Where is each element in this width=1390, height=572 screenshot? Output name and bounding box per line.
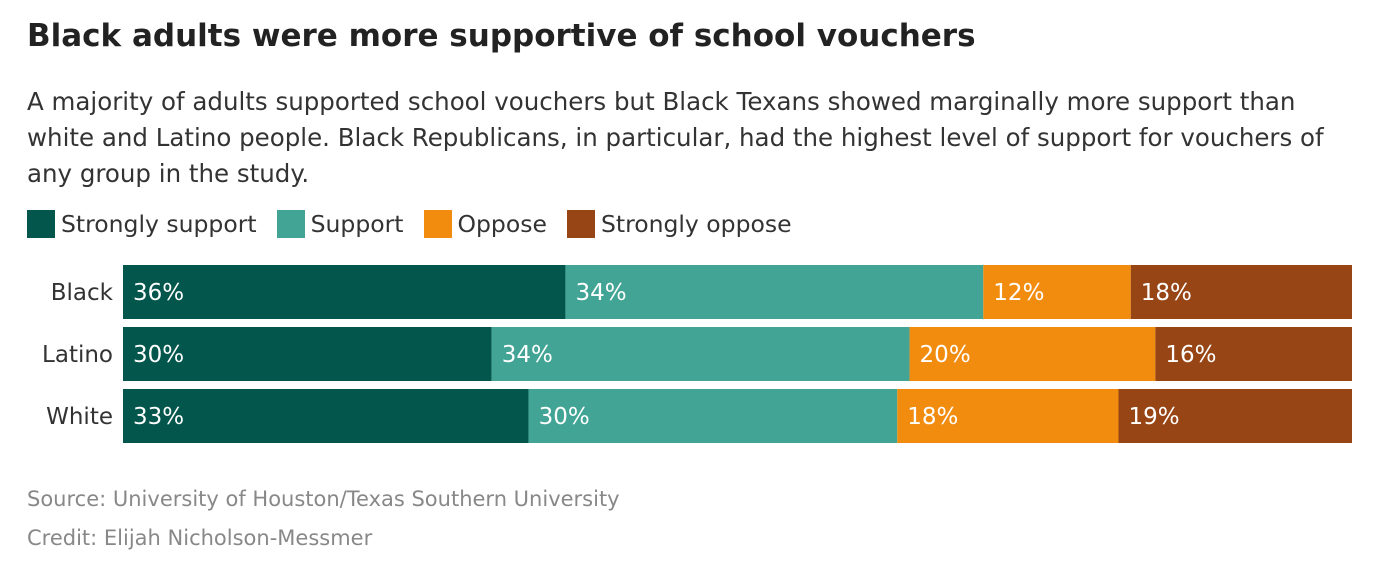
data-label-white-oppose: 18% — [907, 404, 958, 430]
bar-latino-strongly-support — [123, 327, 492, 381]
bar-latino-support — [491, 327, 910, 381]
bar-black-strongly-oppose — [1130, 265, 1352, 319]
category-label-black: Black — [51, 280, 114, 306]
data-label-black-strongly-oppose: 18% — [1141, 280, 1192, 306]
bar-latino-strongly-oppose — [1155, 327, 1352, 381]
legend-item-strongly-oppose: Strongly oppose — [566, 210, 792, 238]
category-label-latino: Latino — [42, 342, 113, 368]
chart-subtitle: A majority of adults supported school vo… — [27, 87, 1324, 188]
bar-row-white: White 33% 30% 18% 19% — [46, 389, 1352, 443]
legend-label-strongly-oppose: Strongly oppose — [600, 210, 792, 238]
data-label-latino-strongly-oppose: 16% — [1165, 342, 1216, 368]
legend-item-support: Support — [276, 210, 404, 238]
source-note: Source: University of Houston/Texas Sout… — [27, 487, 620, 511]
data-label-latino-oppose: 20% — [920, 342, 971, 368]
data-label-white-strongly-support: 33% — [133, 404, 184, 430]
bar-white-support — [528, 389, 898, 443]
legend-swatch-oppose — [423, 210, 452, 238]
bar-white-strongly-oppose — [1118, 389, 1352, 443]
legend: Strongly support Support Oppose Strongly op… — [27, 208, 812, 240]
data-label-black-support: 34% — [575, 280, 626, 306]
data-label-white-support: 30% — [539, 404, 590, 430]
bar-white-strongly-support — [123, 389, 529, 443]
data-label-latino-support: 34% — [502, 342, 553, 368]
stacked-bar-chart: Black 36% 34% 12% 18% Latino 30% 34% 20% 16% White… — [42, 265, 1352, 443]
bar-latino-oppose — [909, 327, 1156, 381]
data-label-latino-strongly-support: 30% — [133, 342, 184, 368]
credit-note: Credit: Elijah Nicholson-Messmer — [27, 526, 373, 550]
legend-swatch-support — [276, 210, 305, 238]
data-label-white-strongly-oppose: 19% — [1128, 404, 1179, 430]
bar-black-support — [565, 265, 984, 319]
chart-title: Black adults were more supportive of sch… — [27, 18, 976, 54]
legend-label-strongly-support: Strongly support — [61, 210, 257, 238]
bar-white-oppose — [897, 389, 1119, 443]
legend-item-oppose: Oppose — [423, 210, 547, 238]
bar-black-strongly-support — [123, 265, 566, 319]
legend-swatch-strongly-oppose — [566, 210, 595, 238]
legend-label-support: Support — [310, 210, 404, 238]
legend-item-strongly-support: Strongly support — [27, 210, 257, 238]
legend-swatch-strongly-support — [27, 210, 55, 238]
data-label-black-strongly-support: 36% — [133, 280, 184, 306]
legend-label-oppose: Oppose — [457, 210, 547, 238]
category-label-white: White — [46, 404, 113, 430]
bar-row-black: Black 36% 34% 12% 18% — [51, 265, 1352, 319]
bar-row-latino: Latino 30% 34% 20% 16% — [42, 327, 1352, 381]
data-label-black-oppose: 12% — [993, 280, 1044, 306]
bar-black-oppose — [983, 265, 1131, 319]
